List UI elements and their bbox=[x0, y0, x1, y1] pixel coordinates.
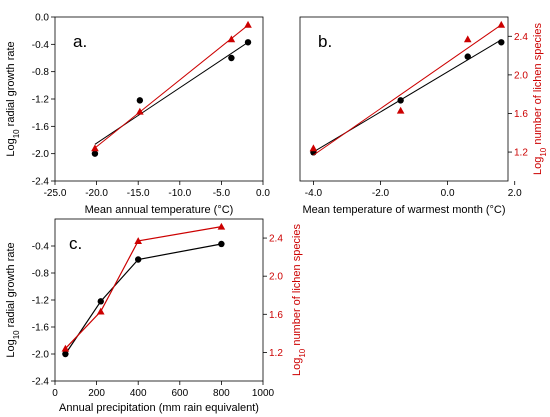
x-tick-label: -5.0 bbox=[213, 188, 231, 199]
x-tick-label: -4.0 bbox=[305, 188, 323, 199]
y-left-axis-title-part: Log bbox=[5, 339, 17, 357]
x-axis-title: Annual precipitation (mm rain equivalent… bbox=[59, 402, 259, 414]
data-point-triangle bbox=[227, 35, 236, 43]
y-right-axis-title: Log10 number of lichen species bbox=[532, 23, 548, 175]
data-point-circle bbox=[498, 39, 505, 46]
data-point-triangle bbox=[134, 237, 142, 244]
y-right-axis-title-part: 10 bbox=[539, 147, 548, 156]
data-point-triangle bbox=[244, 20, 252, 28]
y-right-tick-label: 1.6 bbox=[514, 109, 528, 120]
y-left-axis-title-part: radial growth rate bbox=[5, 41, 17, 129]
data-point-circle bbox=[228, 54, 235, 62]
data-point-circle bbox=[244, 39, 252, 46]
data-point-circle bbox=[62, 350, 69, 358]
y-left-axis-title-part: radial growth rate bbox=[5, 242, 17, 330]
x-tick-label: 800 bbox=[213, 388, 230, 399]
data-point-circle bbox=[97, 298, 104, 305]
y-left-tick-label: -1.6 bbox=[32, 323, 50, 334]
data-point-triangle bbox=[309, 144, 318, 152]
data-point-triangle bbox=[396, 106, 405, 114]
x-tick-label: -10.0 bbox=[168, 188, 191, 199]
y-left-axis-title-text: Log10 radial growth rate bbox=[5, 242, 21, 357]
y-right-tick-label: 1.2 bbox=[269, 348, 283, 359]
y-right-axis-title-text: Log10 number of lichen species bbox=[291, 224, 307, 376]
x-tick-label: 0.0 bbox=[441, 188, 455, 199]
trend-line bbox=[313, 24, 502, 156]
panel-label: c. bbox=[69, 234, 82, 253]
y-left-tick-label: -0.8 bbox=[32, 67, 50, 78]
y-right-axis-title-part: Log bbox=[291, 358, 303, 376]
data-point-circle bbox=[464, 53, 471, 60]
panel-label: a. bbox=[73, 32, 87, 51]
x-tick-label: 600 bbox=[171, 388, 188, 399]
panel-label: b. bbox=[318, 32, 332, 51]
x-tick-label: 0.0 bbox=[256, 188, 270, 199]
y-left-tick-label: -2.0 bbox=[32, 350, 50, 361]
y-left-axis-title: Log10 radial growth rate bbox=[5, 242, 21, 357]
plot-frame bbox=[299, 16, 509, 182]
y-left-tick-label: -2.0 bbox=[32, 149, 50, 160]
y-right-axis-title-part: number of lichen species bbox=[291, 224, 303, 349]
y-left-tick-label: -1.2 bbox=[32, 296, 50, 307]
data-point-triangle bbox=[91, 144, 99, 152]
y-left-axis-title-part: 10 bbox=[12, 330, 21, 339]
y-right-tick-label: 1.2 bbox=[514, 148, 528, 159]
y-right-axis-title-part: 10 bbox=[298, 348, 307, 357]
x-tick-label: -20.0 bbox=[85, 188, 108, 199]
y-right-tick-label: 1.6 bbox=[269, 310, 283, 321]
y-right-axis-title-part: Log bbox=[532, 157, 544, 175]
y-left-axis-title: Log10 radial growth rate bbox=[5, 41, 21, 156]
x-tick-label: -2.0 bbox=[372, 188, 390, 199]
data-point-circle bbox=[218, 240, 225, 248]
x-tick-label: 2.0 bbox=[508, 188, 522, 199]
x-tick-label: 400 bbox=[130, 388, 147, 399]
data-point-triangle bbox=[61, 344, 70, 352]
x-tick-label: 0 bbox=[52, 388, 58, 399]
y-right-tick-label: 2.4 bbox=[269, 234, 283, 245]
x-tick-label: 1000 bbox=[252, 388, 275, 399]
y-left-tick-label: -2.4 bbox=[32, 177, 50, 188]
y-right-axis-title-part: number of lichen species bbox=[532, 23, 544, 148]
y-left-tick-label: -1.6 bbox=[32, 122, 50, 133]
series-line bbox=[64, 243, 222, 355]
y-left-tick-label: -2.4 bbox=[32, 377, 50, 388]
x-axis-title: Mean annual temperature (°C) bbox=[85, 204, 234, 216]
y-right-tick-label: 2.0 bbox=[514, 70, 528, 81]
y-left-tick-label: 0.0 bbox=[35, 13, 49, 24]
y-left-axis-title-part: 10 bbox=[12, 129, 21, 138]
data-point-triangle bbox=[96, 307, 105, 315]
y-right-axis-title-text: Log10 number of lichen species bbox=[532, 23, 548, 175]
data-point-triangle bbox=[463, 35, 472, 43]
y-left-axis-title-text: Log10 radial growth rate bbox=[5, 41, 21, 156]
data-point-circle bbox=[91, 150, 99, 157]
series-line bbox=[64, 226, 222, 350]
y-left-axis-title-part: Log bbox=[5, 138, 17, 156]
data-point-circle bbox=[397, 97, 404, 104]
data-point-circle bbox=[135, 256, 142, 263]
y-right-tick-label: 2.0 bbox=[269, 272, 283, 283]
data-point-triangle bbox=[217, 222, 226, 230]
data-point-triangle bbox=[136, 107, 144, 115]
y-left-tick-label: -0.4 bbox=[32, 40, 50, 51]
x-tick-label: -25.0 bbox=[44, 188, 67, 199]
data-point-circle bbox=[136, 97, 144, 104]
y-right-tick-label: 2.4 bbox=[514, 32, 528, 43]
y-left-tick-label: -0.8 bbox=[32, 269, 50, 280]
x-axis-title: Mean temperature of warmest month (°C) bbox=[302, 204, 505, 216]
x-tick-label: -15.0 bbox=[127, 188, 150, 199]
trend-line bbox=[94, 24, 249, 149]
x-tick-label: 200 bbox=[88, 388, 105, 399]
y-left-tick-label: -0.4 bbox=[32, 242, 50, 253]
data-point-triangle bbox=[497, 20, 506, 28]
y-right-axis-title: Log10 number of lichen species bbox=[291, 224, 307, 376]
plot-frame bbox=[54, 218, 264, 382]
y-left-tick-label: -1.2 bbox=[32, 95, 50, 106]
